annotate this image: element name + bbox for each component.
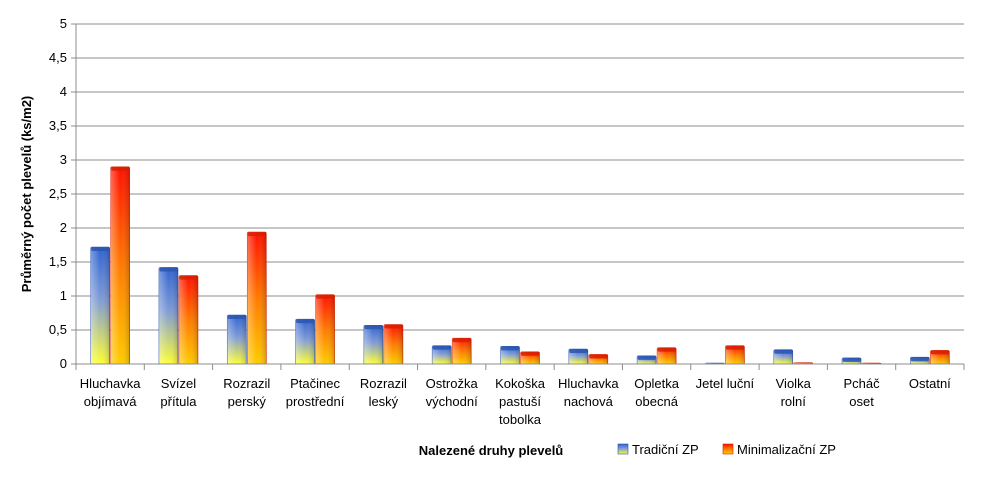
x-category-label: Violka rolní: [776, 376, 812, 409]
bar-minimalizacni: [588, 354, 609, 365]
bar-tradicni: [841, 357, 862, 365]
bar-tradicni: [90, 246, 110, 365]
legend-item: Tradiční ZP: [617, 442, 699, 457]
x-category-label: Rozrazil leský: [360, 376, 407, 409]
y-tick-label: 1,5: [49, 254, 67, 269]
y-tick-label: 3: [60, 152, 67, 167]
legend-item: Minimalizační ZP: [722, 442, 836, 457]
bar-tradicni: [773, 349, 794, 365]
bar-minimalizacni: [656, 347, 677, 365]
x-category-label: Ptačinec prostřední: [286, 376, 345, 409]
bar-minimalizacni: [725, 345, 745, 365]
bar-minimalizacni: [246, 231, 267, 365]
y-tick-label: 4,5: [49, 50, 67, 65]
x-category-label: Ostrožka východní: [426, 376, 479, 409]
bar-minimalizacni: [383, 324, 404, 365]
gridlines: [71, 23, 964, 365]
y-tick-label: 3,5: [49, 118, 67, 133]
y-tick-label: 1: [60, 288, 67, 303]
x-category-label: Kokoška pastuší tobolka: [495, 376, 546, 427]
bar-minimalizacni: [315, 294, 335, 365]
y-axis-title: Průměrný počet plevelů (ks/m2): [19, 96, 34, 293]
x-category-label: Opletka obecná: [634, 376, 680, 409]
x-category-label: Hluchavka nachová: [558, 376, 619, 409]
x-category-label: Svízel přítula: [160, 376, 197, 409]
x-category-label: Jetel luční: [696, 376, 755, 391]
bar-tradicni: [158, 267, 179, 365]
bar-tradicni: [431, 345, 452, 365]
y-tick-labels: 0 0,5 1 1,5 2 2,5 3 3,5 4 4,5 5: [49, 16, 67, 371]
y-tick-label: 2,5: [49, 186, 67, 201]
y-tick-label: 4: [60, 84, 67, 99]
y-tick-label: 5: [60, 16, 67, 31]
x-category-label: Rozrazil perský: [223, 376, 270, 409]
legend: Tradiční ZP Minimalizační ZP: [617, 442, 836, 457]
bar-minimalizacni: [451, 337, 472, 365]
bar-minimalizacni: [930, 350, 950, 365]
y-tick-label: 2: [60, 220, 67, 235]
legend-label: Tradiční ZP: [632, 442, 699, 457]
bar-tradicni: [500, 346, 520, 365]
x-category-labels: Hluchavka objímavá Svízel přítula Rozrazil pe…: [80, 376, 951, 427]
y-tick-label: 0: [60, 356, 67, 371]
x-axis: [75, 24, 965, 370]
legend-label: Minimalizační ZP: [737, 442, 836, 457]
x-category-label: Pcháč oset: [843, 376, 880, 409]
bar-tradicni: [568, 348, 589, 365]
bar-minimalizacni: [110, 166, 130, 365]
y-tick-label: 0,5: [49, 322, 67, 337]
bar-tradicni: [910, 356, 930, 365]
x-axis-title: Nalezené druhy plevelů: [419, 443, 564, 458]
bar-minimalizacni: [178, 275, 199, 365]
bar-minimalizacni: [520, 351, 540, 365]
bars: [90, 166, 950, 365]
bar-tradicni: [295, 318, 315, 365]
x-category-label: Ostatní: [909, 376, 951, 391]
legend-swatch: [722, 443, 734, 455]
x-category-label: Hluchavka objímavá: [80, 376, 141, 409]
legend-swatch: [617, 443, 629, 455]
bar-tradicni: [226, 314, 247, 365]
bar-tradicni: [636, 355, 657, 365]
bar-tradicni: [363, 324, 384, 365]
